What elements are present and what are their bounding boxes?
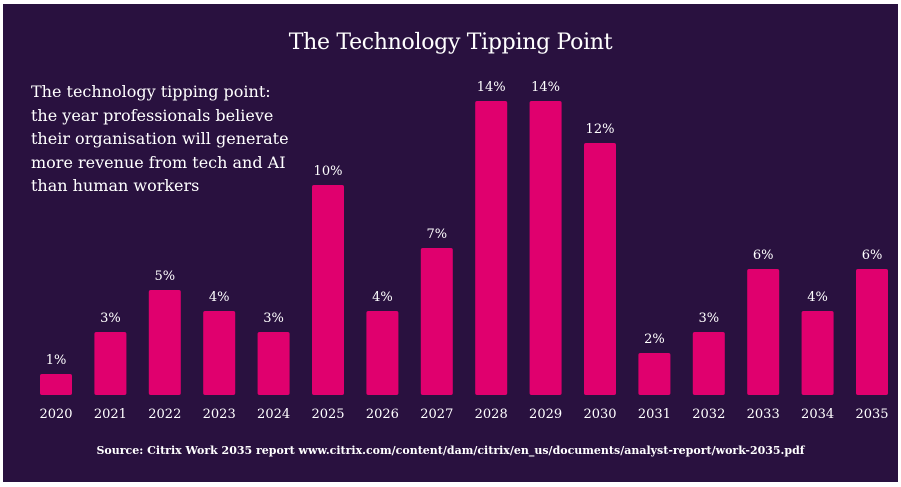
x-tick-label-2028: 2028: [475, 407, 508, 422]
x-tick-label-2023: 2023: [203, 407, 236, 422]
value-label-2033: 6%: [753, 248, 774, 263]
value-label-2029: 14%: [531, 80, 560, 95]
bar-2035: [856, 269, 888, 395]
x-tick-label-2025: 2025: [311, 407, 344, 422]
x-tick-label-2029: 2029: [529, 407, 562, 422]
value-label-2024: 3%: [263, 311, 284, 326]
value-label-2031: 2%: [644, 332, 665, 347]
chart-panel: The Technology Tipping Point The technol…: [3, 4, 898, 482]
value-label-2025: 10%: [314, 164, 343, 179]
x-tick-label-2034: 2034: [801, 407, 834, 422]
value-label-2027: 7%: [426, 227, 447, 242]
bar-2027: [420, 248, 453, 395]
x-tick-label-2030: 2030: [583, 407, 616, 422]
chart-subtitle: The technology tipping point: the year p…: [31, 82, 289, 195]
value-label-2030: 12%: [586, 122, 615, 137]
value-label-2032: 3%: [698, 311, 719, 326]
bar-2034: [801, 311, 834, 395]
value-label-2022: 5%: [154, 269, 175, 284]
x-tick-label-2020: 2020: [39, 407, 72, 422]
bar-2030: [584, 143, 616, 395]
value-label-2026: 4%: [372, 290, 393, 305]
value-label-2021: 3%: [100, 311, 121, 326]
x-tick-label-2026: 2026: [366, 407, 399, 422]
bar-2031: [638, 353, 671, 395]
bar-2033: [747, 269, 780, 395]
value-label-2034: 4%: [807, 290, 828, 305]
x-tick-label-2024: 2024: [257, 407, 290, 422]
x-tick-label-2022: 2022: [148, 407, 181, 422]
bar-2020: [40, 374, 72, 395]
bar-2028: [475, 101, 508, 395]
x-tick-label-2031: 2031: [638, 407, 671, 422]
x-tick-label-2032: 2032: [692, 407, 725, 422]
value-label-2028: 14%: [477, 80, 506, 95]
bar-2022: [148, 290, 181, 395]
x-tick-label-2033: 2033: [747, 407, 780, 422]
bar-2032: [692, 332, 725, 395]
bar-2025: [312, 185, 344, 395]
bar-2021: [94, 332, 127, 395]
value-label-2020: 1%: [46, 353, 67, 368]
value-label-2035: 6%: [862, 248, 883, 263]
bar-2026: [366, 311, 399, 395]
x-tick-label-2027: 2027: [420, 407, 453, 422]
chart-source: Source: Citrix Work 2035 report www.citr…: [96, 444, 805, 457]
value-label-2023: 4%: [209, 290, 230, 305]
chart-title: The Technology Tipping Point: [288, 30, 613, 55]
bar-chart: 1% 2020 3% 2021 5% 2022 4% 2023 3% 2024 10% 2025 4% 2…: [39, 80, 888, 422]
x-tick-label-2021: 2021: [94, 407, 127, 422]
bar-2029: [529, 101, 562, 395]
bar-2023: [203, 311, 236, 395]
x-tick-label-2035: 2035: [855, 407, 888, 422]
bar-2024: [257, 332, 290, 395]
